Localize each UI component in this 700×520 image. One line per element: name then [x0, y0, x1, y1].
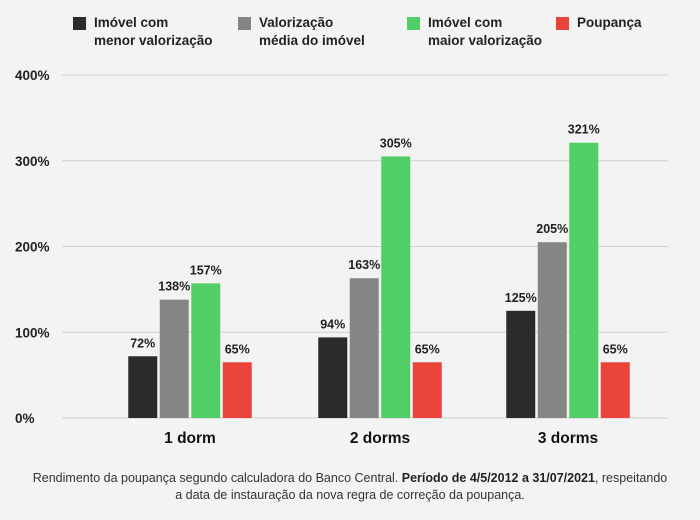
chart-footnote: Rendimento da poupança segundo calculado… — [30, 470, 670, 504]
bar-3-3 — [569, 142, 599, 418]
data-label-3-4: 65% — [603, 342, 628, 356]
legend-item-3: Imóvel com maior valorização — [407, 14, 542, 50]
bar-3-1 — [506, 310, 536, 418]
y-tick-label-200: 200% — [15, 240, 50, 255]
data-label-1-3: 157% — [190, 263, 222, 277]
y-tick-label-300: 300% — [15, 154, 50, 169]
data-label-2-1: 94% — [320, 317, 345, 331]
bar-2-1 — [318, 337, 348, 418]
y-tick-label-0: 0% — [15, 411, 35, 426]
legend-label-2: Valorização média do imóvel — [259, 15, 365, 48]
bar-1-4 — [222, 362, 252, 418]
x-category-label-2: 2 dorms — [350, 430, 410, 447]
data-label-2-3: 305% — [380, 136, 412, 150]
data-label-1-2: 138% — [158, 280, 190, 294]
data-label-1-4: 65% — [225, 342, 250, 356]
legend-swatch-3 — [407, 17, 420, 30]
bar-1-1 — [128, 356, 158, 418]
legend-swatch-4 — [556, 17, 569, 30]
legend-label-3: Imóvel com maior valorização — [428, 15, 543, 48]
data-label-1-1: 72% — [130, 336, 155, 350]
x-category-label-1: 1 dorm — [164, 430, 216, 447]
footnote-text-end: , respeitando a data de instauração da n… — [175, 471, 668, 502]
data-label-3-1: 125% — [505, 291, 537, 305]
bar-3-2 — [537, 242, 567, 418]
data-label-2-2: 163% — [348, 258, 380, 272]
legend-item-1: Imóvel com menor valorização — [73, 14, 213, 50]
chart-legend: Imóvel com menor valorização Valorização … — [0, 14, 700, 58]
y-tick-label-100: 100% — [15, 325, 50, 340]
y-tick-label-400: 400% — [15, 68, 50, 83]
bar-1-2 — [159, 299, 189, 418]
legend-label-4: Poupança — [577, 15, 642, 30]
data-label-3-3: 321% — [568, 123, 600, 137]
bar-1-3 — [191, 283, 221, 418]
legend-swatch-1 — [73, 17, 86, 30]
footnote-period: Período de 4/5/2012 a 31/07/2021 — [401, 471, 595, 485]
data-label-2-4: 65% — [415, 342, 440, 356]
bar-chart: 0% 100% 200% 300% 400% 72% 138%157% 65% 1 dorm 94… — [15, 68, 668, 447]
bar-3-4 — [600, 362, 630, 418]
legend-item-4: Poupança — [556, 14, 642, 32]
data-label-3-2: 205% — [536, 222, 568, 236]
bar-2-2 — [349, 278, 379, 418]
x-category-label-3: 3 dorms — [538, 430, 598, 447]
legend-label-1: Imóvel com menor valorização — [94, 15, 213, 48]
legend-swatch-2 — [238, 17, 251, 30]
bar-2-3 — [381, 156, 411, 418]
bar-2-4 — [412, 362, 442, 418]
legend-item-2: Valorização média do imóvel — [238, 14, 365, 50]
footnote-text-start: Rendimento da poupança segundo calculado… — [32, 471, 402, 485]
